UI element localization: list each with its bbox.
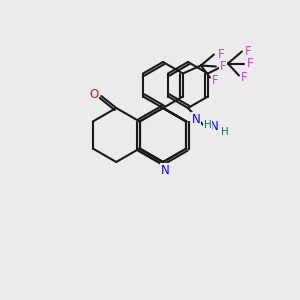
Text: F: F: [247, 57, 253, 70]
Text: H: H: [203, 119, 211, 130]
Text: F: F: [212, 74, 218, 87]
Text: N: N: [192, 113, 201, 126]
Text: O: O: [90, 88, 99, 100]
Text: F: F: [218, 48, 224, 61]
Text: F: F: [220, 60, 226, 73]
Text: N: N: [160, 164, 169, 176]
Text: F: F: [241, 71, 247, 84]
Text: F: F: [244, 45, 251, 58]
Text: H: H: [221, 127, 229, 137]
Text: N: N: [210, 121, 218, 134]
